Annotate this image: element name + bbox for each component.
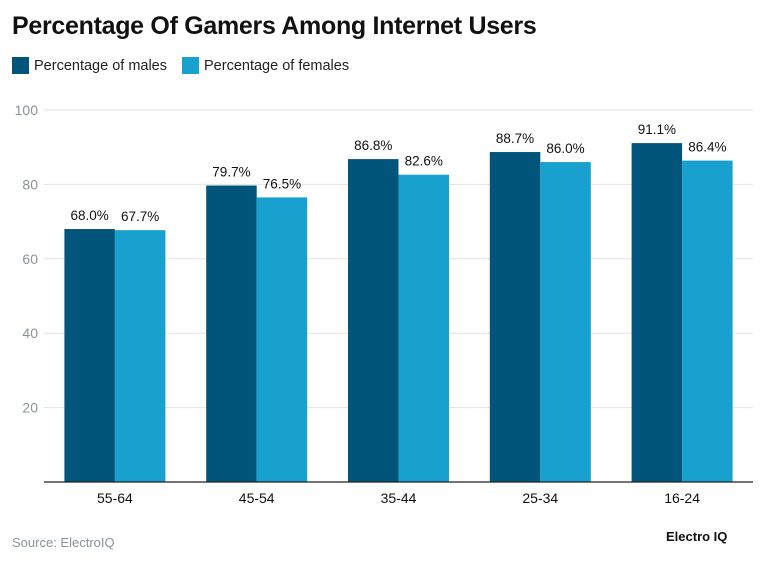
x-tick-label: 16-24: [664, 490, 700, 506]
legend-label-males: Percentage of males: [34, 57, 167, 74]
data-label: 76.5%: [263, 176, 301, 191]
bar: [256, 197, 308, 483]
legend-swatch-males: [12, 57, 29, 74]
legend-label-females: Percentage of females: [204, 57, 350, 74]
brand-logo: Electro IQ: [666, 529, 728, 544]
legend-swatch-females: [182, 57, 199, 74]
bar: [114, 230, 166, 482]
data-label: 91.1%: [638, 122, 676, 137]
y-tick-label: 80: [22, 176, 38, 192]
x-tick-label: 35-44: [381, 490, 417, 506]
data-label: 86.8%: [354, 138, 392, 153]
bar: [398, 174, 449, 482]
bar: [631, 143, 683, 482]
data-label: 68.0%: [71, 208, 109, 223]
x-tick-label: 55-64: [97, 490, 133, 506]
bar: [348, 159, 399, 482]
x-tick-label: 25-34: [522, 490, 558, 506]
y-tick-label: 20: [22, 400, 38, 416]
data-label: 82.6%: [405, 154, 443, 169]
bar: [206, 185, 257, 483]
legend-item-females: Percentage of females: [182, 57, 349, 74]
y-tick-label: 100: [15, 102, 39, 118]
bar: [64, 229, 115, 482]
y-tick-label: 40: [22, 325, 38, 341]
legend: Percentage of males Percentage of female…: [12, 57, 364, 74]
data-label: 86.0%: [546, 141, 584, 156]
legend-item-males: Percentage of males: [12, 57, 167, 74]
source-note: Source: ElectroIQ: [12, 535, 115, 550]
data-label: 86.4%: [688, 140, 726, 155]
data-label: 88.7%: [496, 131, 534, 146]
data-label: 79.7%: [212, 165, 250, 180]
x-tick-label: 45-54: [239, 490, 275, 506]
data-label: 67.7%: [121, 209, 159, 224]
y-tick-label: 60: [22, 251, 38, 267]
bar: [489, 152, 541, 482]
bar: [682, 160, 733, 483]
bar: [540, 162, 591, 482]
chart-title: Percentage Of Gamers Among Internet User…: [12, 12, 537, 40]
